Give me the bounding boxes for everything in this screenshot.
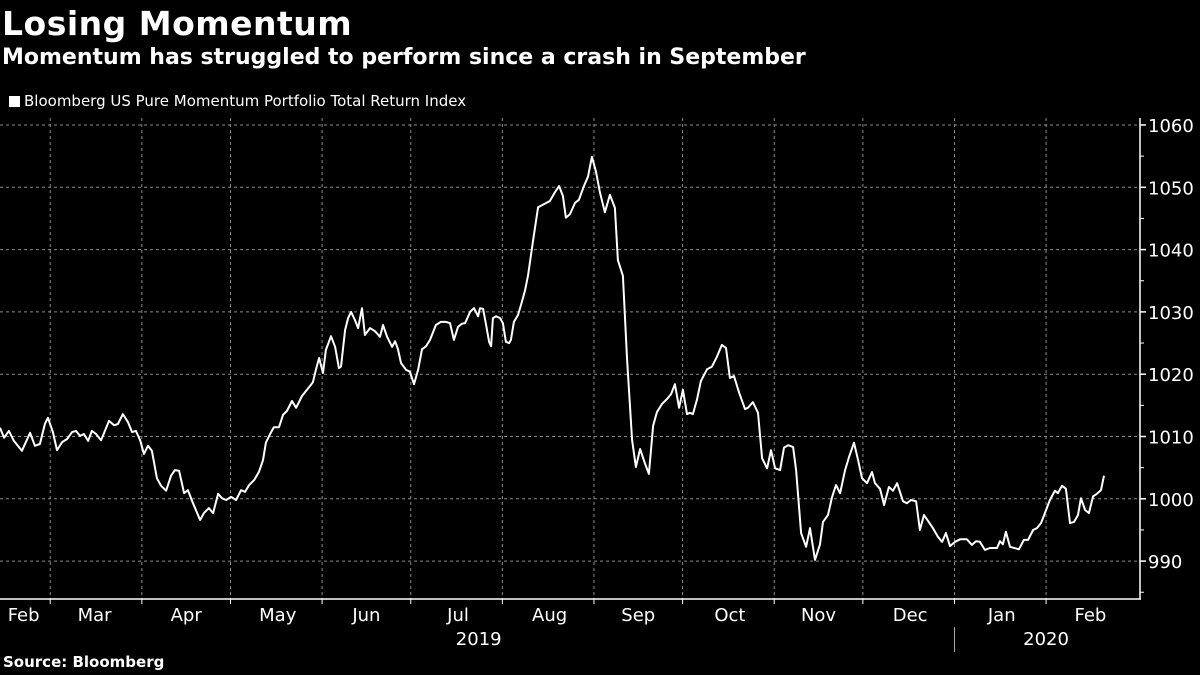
legend: Bloomberg US Pure Momentum Portfolio Tot…: [9, 92, 466, 110]
series-line: [0, 155, 1105, 561]
x-tick-label: Apr: [171, 605, 203, 626]
legend-swatch: [9, 95, 20, 107]
y-tick-label: 1040: [1148, 241, 1194, 262]
chart-title: Losing Momentum: [2, 4, 353, 43]
x-tick-label: Nov: [801, 605, 836, 626]
source-note: Source: Bloomberg: [3, 653, 165, 671]
x-tick-label: Mar: [78, 605, 113, 626]
legend-label: Bloomberg US Pure Momentum Portfolio Tot…: [24, 92, 467, 110]
x-tick-label: Aug: [532, 605, 567, 626]
x-year-label: 2020: [1023, 629, 1069, 650]
x-tick-label: Sep: [621, 605, 655, 626]
x-tick-label: Feb: [8, 605, 40, 626]
y-tick-label: 1050: [1148, 178, 1194, 199]
x-tick-label: May: [259, 605, 297, 626]
x-tick-label: Feb: [1074, 605, 1106, 626]
y-tick-label: 1020: [1148, 365, 1194, 386]
gridlines: [0, 118, 1140, 599]
y-tick-label: 1010: [1148, 428, 1194, 449]
y-tick-label: 990: [1148, 552, 1182, 573]
y-axis-ticks: 990 1000 1010 1020 1030 1040 1050 1060: [1140, 116, 1194, 593]
chart-subtitle: Momentum has struggled to perform since …: [2, 45, 806, 70]
x-tick-label: Jun: [351, 605, 380, 626]
x-axis-ticks: Feb Mar Apr May Jun Jul Aug Sep Oct Nov Dec Jan Feb2…: [8, 599, 1106, 652]
y-tick-label: 1000: [1148, 490, 1194, 511]
x-tick-label: Jul: [446, 605, 469, 626]
x-year-label: 2019: [456, 629, 502, 650]
x-tick-label: Oct: [714, 605, 745, 626]
x-tick-label: Dec: [893, 605, 928, 626]
series-layer: [0, 155, 1105, 561]
axes: [0, 118, 1141, 600]
y-tick-label: 1030: [1148, 303, 1194, 324]
x-tick-label: Jan: [987, 605, 1016, 626]
y-tick-label: 1060: [1148, 116, 1194, 137]
